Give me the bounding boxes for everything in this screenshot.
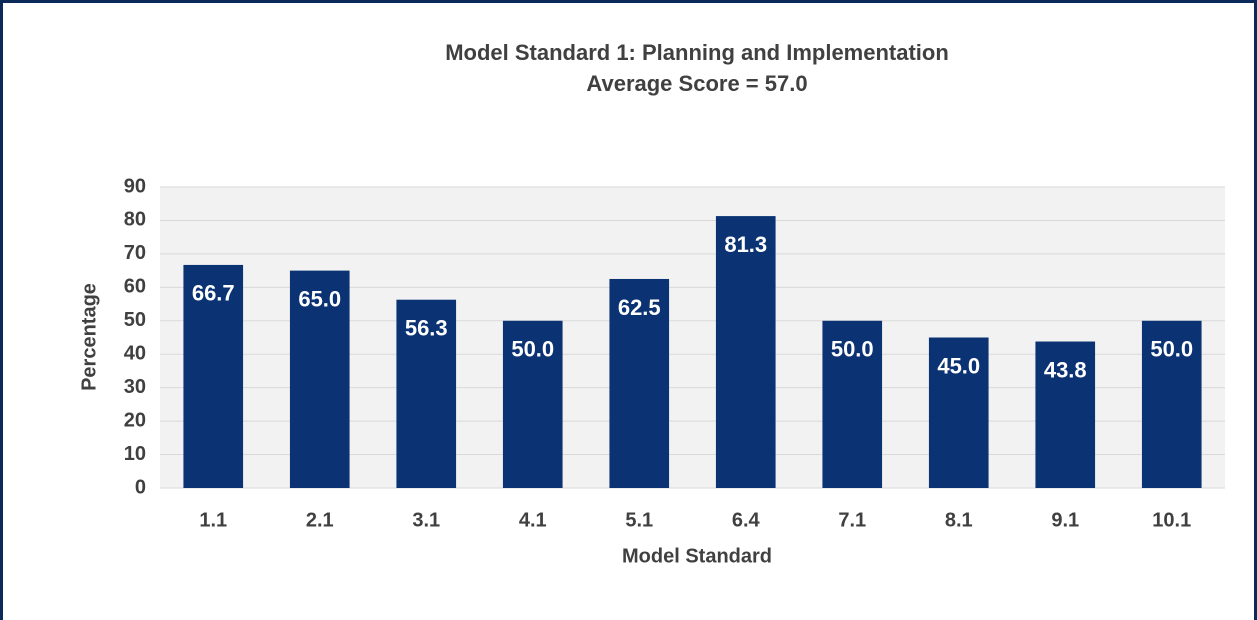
bar [396,299,457,488]
bar [928,337,989,488]
bar [289,270,350,488]
data-label: 56.3 [405,316,448,341]
data-label: 62.5 [618,295,661,320]
data-label: 50.0 [831,337,874,362]
y-tick-label: 10 [124,443,146,465]
chart-title: Model Standard 1: Planning and Implement… [445,40,949,65]
y-tick-label: 40 [124,343,146,365]
data-label: 45.0 [937,353,980,378]
data-label: 81.3 [724,232,767,257]
bar [715,216,776,488]
x-tick-label: 5.1 [625,509,653,531]
data-label: 43.8 [1044,357,1087,382]
bar [822,320,883,488]
x-tick-label: 7.1 [838,509,866,531]
y-tick-label: 50 [124,309,146,331]
x-tick-label: 2.1 [306,509,334,531]
x-tick-label: 4.1 [519,509,547,531]
bar [1035,341,1096,488]
bar [1141,320,1202,488]
y-axis-label: Percentage [78,283,100,391]
x-tick-label: 9.1 [1051,509,1079,531]
y-tick-label: 20 [124,409,146,431]
x-tick-label: 10.1 [1152,509,1191,531]
x-tick-label: 8.1 [945,509,973,531]
y-tick-label: 70 [124,242,146,264]
y-tick-label: 60 [124,276,146,298]
bar [609,278,670,488]
data-label: 50.0 [1150,337,1193,362]
y-tick-label: 30 [124,376,146,398]
bar [502,320,563,488]
x-tick-label: 1.1 [199,509,227,531]
data-label: 50.0 [511,337,554,362]
x-axis-label: Model Standard [622,545,772,567]
y-tick-label: 80 [124,209,146,231]
chart-subtitle: Average Score = 57.0 [586,71,807,96]
x-tick-label: 3.1 [412,509,440,531]
x-tick-label: 6.4 [732,509,761,531]
y-tick-label: 0 [135,476,146,498]
data-label: 65.0 [298,286,341,311]
bar [183,264,244,488]
y-tick-label: 90 [124,175,146,197]
data-label: 66.7 [192,281,235,306]
